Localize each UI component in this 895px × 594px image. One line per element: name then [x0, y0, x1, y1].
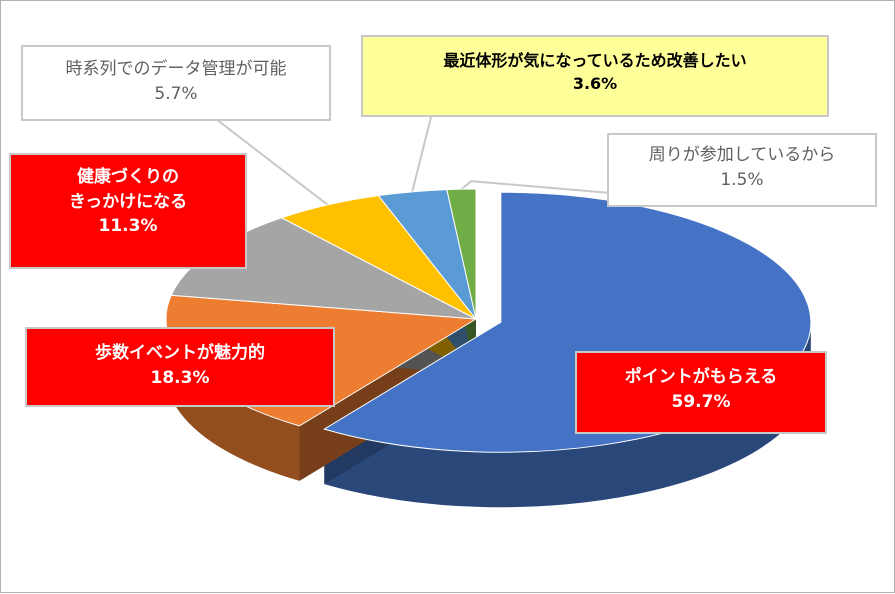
leader-line-4 — [411, 116, 432, 193]
slice-value-health: 11.3% — [98, 216, 158, 237]
slice-label-step-event: 歩数イベントが魅力的 — [95, 343, 265, 363]
slice-label-health-line1: 健康づくりの — [77, 167, 179, 187]
slice-value-points: 59.7% — [671, 391, 731, 412]
slice-label-health-line2: きっかけになる — [68, 191, 188, 212]
callout-data-management: 時系列でのデータ管理が可能 5.7% — [21, 45, 331, 121]
leader-line-5 — [460, 180, 612, 194]
leader-line-3 — [215, 118, 329, 206]
callout-step-event: 歩数イベントが魅力的 18.3% — [25, 327, 335, 407]
slice-value-peers: 1.5% — [720, 169, 764, 190]
slice-value-body-shape: 3.6% — [572, 74, 618, 94]
leader-lines — [215, 116, 612, 206]
callout-points: ポイントがもらえる 59.7% — [575, 351, 827, 434]
slice-label-peers: 周りが参加しているから — [648, 145, 836, 165]
callout-peers: 周りが参加しているから 1.5% — [607, 133, 877, 207]
slice-label-body-shape: 最近体形が気になっているため改善したい — [443, 51, 747, 70]
slice-value-data-management: 5.7% — [154, 83, 198, 104]
slice-label-data-management: 時系列でのデータ管理が可能 — [65, 59, 287, 79]
callout-health: 健康づくりの きっかけになる 11.3% — [9, 153, 247, 269]
pie-wall-0 — [324, 322, 811, 508]
pie-slice-5 — [446, 188, 477, 320]
slice-label-points: ポイントがもらえる — [624, 367, 778, 387]
callout-body-shape: 最近体形が気になっているため改善したい 3.6% — [361, 35, 829, 117]
slice-value-step-event: 18.3% — [150, 367, 210, 388]
